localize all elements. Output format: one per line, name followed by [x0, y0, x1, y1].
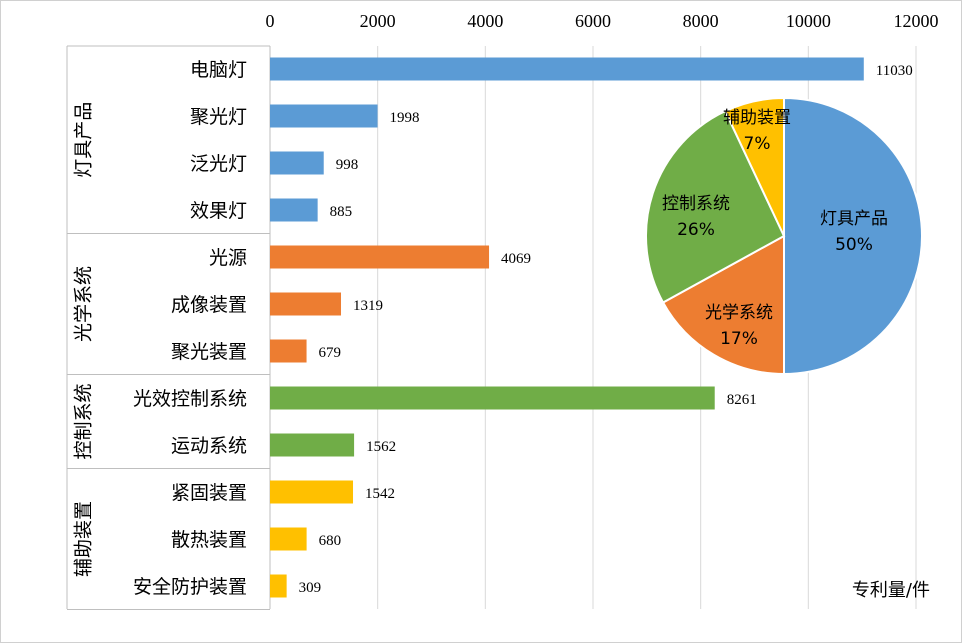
bar [270, 527, 307, 551]
pie-slice-percent: 7% [744, 134, 771, 154]
group-label: 灯具产品 [73, 102, 95, 178]
x-tick-label: 2000 [360, 11, 396, 31]
bar-value-label: 1998 [390, 110, 420, 126]
group-label: 控制系统 [73, 383, 95, 459]
bar-value-label: 885 [330, 204, 353, 220]
category-label: 效果灯 [190, 200, 247, 222]
bar [270, 292, 342, 316]
pie-slice-label: 辅助装置 [723, 108, 791, 128]
bar [270, 574, 287, 598]
category-label: 聚光灯 [190, 106, 247, 128]
bar [270, 433, 355, 457]
pie-slice-label: 控制系统 [662, 194, 730, 214]
pie-slice [723, 96, 785, 237]
bar-value-label: 1562 [366, 439, 396, 455]
category-label: 成像装置 [171, 294, 247, 316]
bar-value-label: 679 [319, 345, 342, 361]
bar-value-label: 4069 [501, 251, 531, 267]
x-tick-label: 0 [266, 11, 275, 31]
bar-value-label: 309 [299, 580, 322, 596]
x-tick-label: 12000 [894, 11, 939, 31]
bar-value-label: 998 [336, 157, 359, 173]
pie-slice [661, 234, 785, 376]
bar [270, 198, 318, 222]
bar-value-label: 680 [319, 533, 342, 549]
category-label: 安全防护装置 [133, 576, 247, 598]
bar [270, 339, 307, 363]
category-label: 运动系统 [171, 435, 247, 457]
bar [270, 480, 354, 504]
category-label: 电脑灯 [190, 59, 247, 81]
pie-chart: 灯具产品 50% 光学系统 17% 控制系统 26% 辅助装置 7% [645, 96, 923, 376]
bar-value-label: 1319 [353, 298, 383, 314]
category-label: 光源 [209, 247, 247, 269]
unit-label: 专利量/件 [852, 580, 930, 601]
x-tick-label: 4000 [467, 11, 503, 31]
pie-slice [645, 109, 786, 304]
pie-slice-label: 灯具产品 [820, 209, 888, 229]
category-label: 聚光装置 [171, 341, 247, 363]
x-axis-ticks: 0 2000 4000 6000 8000 10000 12000 [266, 11, 939, 31]
bar [270, 151, 324, 175]
group-label: 光学系统 [73, 266, 95, 342]
pie-slice [783, 96, 923, 376]
category-label: 散热装置 [171, 529, 247, 551]
pie-slice-percent: 17% [720, 329, 758, 349]
bar [270, 57, 864, 81]
bar [270, 386, 715, 410]
category-label: 泛光灯 [190, 153, 247, 175]
pie-slice-percent: 26% [677, 220, 715, 240]
bar-value-label: 8261 [727, 392, 757, 408]
bar [270, 245, 490, 269]
bar-value-label: 1542 [365, 486, 395, 502]
bars: 11030 1998 998 885 4069 1319 679 8261 1562 1542 68… [270, 57, 913, 598]
pie-slice-label: 光学系统 [705, 303, 773, 323]
x-tick-label: 6000 [575, 11, 611, 31]
x-tick-label: 8000 [683, 11, 719, 31]
bar [270, 104, 378, 128]
pie-slice-percent: 50% [835, 235, 873, 255]
bar-value-label: 11030 [876, 63, 913, 79]
x-tick-label: 10000 [786, 11, 831, 31]
category-label: 光效控制系统 [133, 388, 247, 410]
group-label: 辅助装置 [73, 501, 95, 577]
category-label: 紧固装置 [171, 482, 247, 504]
